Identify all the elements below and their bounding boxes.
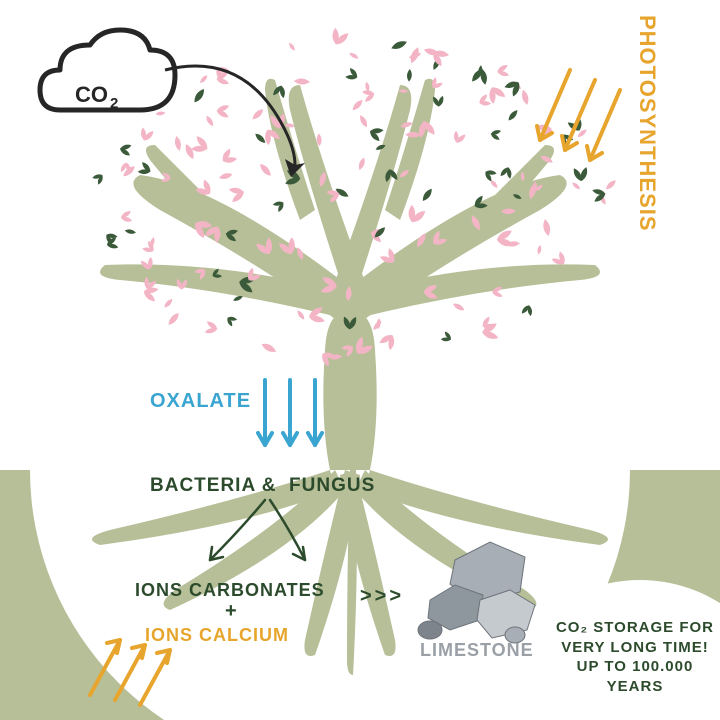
ions-calcium-label: IONS CALCIUM (145, 625, 289, 646)
limestone-icon (0, 0, 720, 720)
oxalate-label: OXALATE (150, 390, 251, 413)
ions-carbonates-label: IONS CARBONATES (135, 580, 325, 601)
to-rock-arrow: >>> (360, 585, 404, 608)
storage-text: CO₂ STORAGE FOR VERY LONG TIME! UP TO 10… (555, 618, 715, 696)
limestone-label: LIMESTONE (420, 640, 534, 661)
photosynthesis-label: PHOTOSYNTHESIS (634, 15, 660, 232)
plus-label: + (225, 600, 238, 623)
bacteria-fungus-label: BACTERIA & FUNGUS (150, 475, 375, 497)
